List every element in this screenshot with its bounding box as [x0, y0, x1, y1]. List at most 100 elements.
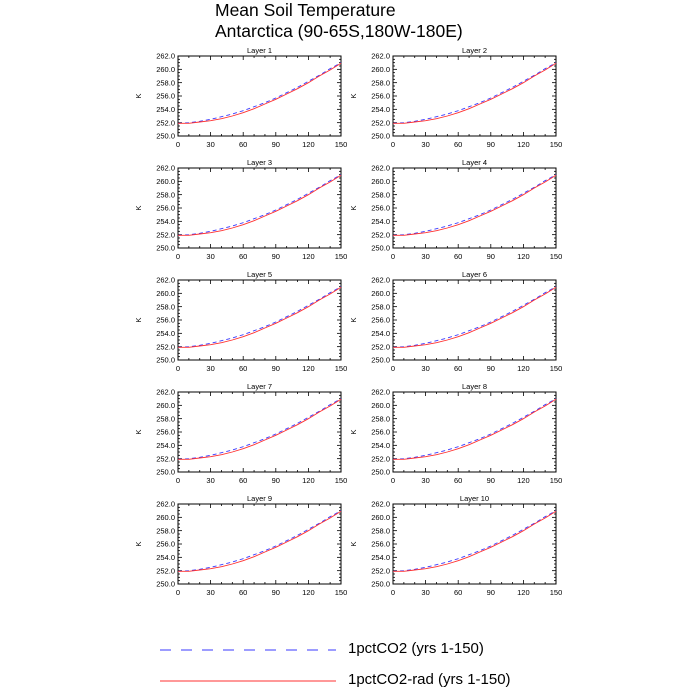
- y-tick-label: 258.0: [371, 526, 390, 535]
- y-tick-label: 258.0: [371, 190, 390, 199]
- y-tick-label: 254.0: [156, 217, 175, 226]
- y-tick-label: 252.0: [371, 454, 390, 463]
- x-tick-label: 150: [335, 364, 348, 373]
- x-tick-label: 90: [272, 476, 280, 485]
- panel-title: Layer 7: [247, 382, 272, 391]
- panel-title: Layer 10: [460, 494, 489, 503]
- y-tick-label: 252.0: [156, 118, 175, 127]
- panel-layer-8: Layer 8 K 250.0 252.0 254.0 256.0 258.0 260.0 26…: [349, 382, 562, 485]
- x-tick-label: 0: [176, 588, 180, 597]
- series-line-1pctco2: [392, 174, 557, 236]
- x-tick-label: 0: [391, 140, 395, 149]
- x-tick-label: 0: [176, 364, 180, 373]
- panel-frame: [392, 167, 557, 249]
- x-tick-label: 150: [550, 140, 563, 149]
- y-tick-label: 260.0: [371, 65, 390, 74]
- x-tick-label: 90: [487, 252, 495, 261]
- y-tick-label: 256.0: [156, 92, 175, 101]
- y-axis-label: K: [349, 317, 358, 322]
- panel-frame: [392, 279, 557, 361]
- panel-frame: [177, 391, 342, 473]
- x-tick-label: 90: [272, 588, 280, 597]
- series-line-1pctco2: [177, 510, 342, 572]
- x-tick-label: 150: [335, 140, 348, 149]
- y-tick-label: 260.0: [156, 65, 175, 74]
- y-tick-label: 256.0: [371, 428, 390, 437]
- y-tick-label: 260.0: [371, 177, 390, 186]
- series-line-1pctco2-rad: [178, 174, 342, 236]
- y-tick-label: 258.0: [156, 302, 175, 311]
- panel-frame: [392, 55, 557, 137]
- panel-layer-3: Layer 3 K 250.0 252.0 254.0 256.0 258.0 260.0 26…: [134, 158, 347, 261]
- panel-title: Layer 3: [247, 158, 272, 167]
- chart-title: Mean Soil Temperature: [215, 0, 396, 20]
- y-tick-label: 258.0: [371, 414, 390, 423]
- x-tick-label: 30: [421, 588, 429, 597]
- y-tick-label: 260.0: [156, 513, 175, 522]
- x-tick-label: 0: [391, 364, 395, 373]
- y-tick-label: 254.0: [156, 441, 175, 450]
- y-tick-label: 260.0: [371, 289, 390, 298]
- x-tick-label: 120: [302, 140, 315, 149]
- y-axis-label: K: [134, 205, 143, 210]
- panel-frame: [392, 391, 557, 473]
- panel-layer-6: Layer 6 K 250.0 252.0 254.0 256.0 258.0 260.0 26…: [349, 270, 562, 373]
- y-tick-label: 254.0: [371, 105, 390, 114]
- x-tick-label: 150: [550, 588, 563, 597]
- x-tick-label: 120: [517, 252, 530, 261]
- panel-title: Layer 9: [247, 494, 272, 503]
- panel-title: Layer 2: [462, 46, 487, 55]
- chart-subtitle: Antarctica (90-65S,180W-180E): [215, 21, 463, 41]
- x-tick-label: 0: [176, 476, 180, 485]
- y-tick-label: 256.0: [371, 316, 390, 325]
- y-tick-label: 256.0: [156, 316, 175, 325]
- x-tick-label: 90: [272, 252, 280, 261]
- y-tick-label: 250.0: [371, 244, 390, 253]
- y-tick-label: 260.0: [156, 177, 175, 186]
- panel-frame: [392, 503, 557, 585]
- y-tick-label: 262.0: [371, 500, 390, 509]
- panel-title: Layer 8: [462, 382, 487, 391]
- x-tick-label: 30: [421, 140, 429, 149]
- x-tick-label: 30: [206, 140, 214, 149]
- x-tick-label: 30: [421, 476, 429, 485]
- x-tick-label: 60: [239, 364, 247, 373]
- x-tick-label: 90: [487, 476, 495, 485]
- y-axis-label: K: [349, 205, 358, 210]
- y-tick-label: 252.0: [156, 342, 175, 351]
- y-axis-label: K: [349, 541, 358, 546]
- x-tick-label: 60: [454, 588, 462, 597]
- x-tick-label: 120: [517, 476, 530, 485]
- y-tick-label: 258.0: [156, 526, 175, 535]
- x-tick-label: 150: [335, 588, 348, 597]
- y-tick-label: 260.0: [156, 401, 175, 410]
- y-tick-label: 254.0: [156, 105, 175, 114]
- legend-label-1pctco2: 1pctCO2 (yrs 1-150): [348, 640, 484, 657]
- x-tick-label: 90: [487, 140, 495, 149]
- x-tick-label: 150: [550, 364, 563, 373]
- y-tick-label: 256.0: [371, 92, 390, 101]
- series-line-1pctco2-rad: [178, 398, 342, 460]
- series-line-1pctco2-rad: [178, 510, 342, 572]
- y-tick-label: 254.0: [371, 553, 390, 562]
- x-tick-label: 120: [517, 140, 530, 149]
- y-tick-label: 250.0: [156, 244, 175, 253]
- panel-layer-1: Layer 1 K 250.0 252.0 254.0 256.0 258.0 260.0 26…: [134, 46, 347, 149]
- panel-title: Layer 1: [247, 46, 272, 55]
- x-tick-label: 120: [302, 588, 315, 597]
- y-tick-label: 250.0: [371, 580, 390, 589]
- panel-frame: [177, 55, 342, 137]
- series-line-1pctco2-rad: [393, 510, 557, 572]
- panel-layer-5: Layer 5 K 250.0 252.0 254.0 256.0 258.0 260.0 26…: [134, 270, 347, 373]
- y-tick-label: 250.0: [156, 132, 175, 141]
- x-tick-label: 0: [176, 252, 180, 261]
- x-tick-label: 120: [302, 364, 315, 373]
- x-tick-label: 120: [302, 476, 315, 485]
- x-tick-label: 150: [335, 476, 348, 485]
- y-tick-label: 252.0: [371, 566, 390, 575]
- series-line-1pctco2: [177, 174, 342, 236]
- y-tick-label: 262.0: [371, 276, 390, 285]
- y-tick-label: 256.0: [371, 540, 390, 549]
- x-tick-label: 150: [550, 476, 563, 485]
